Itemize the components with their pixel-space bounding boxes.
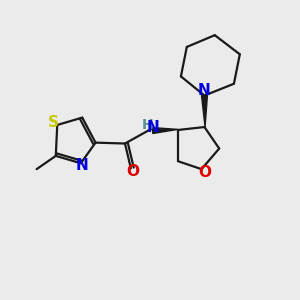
Text: N: N: [76, 158, 89, 173]
Text: N: N: [147, 120, 160, 135]
Text: O: O: [198, 165, 211, 180]
Text: S: S: [48, 116, 59, 130]
Polygon shape: [202, 95, 207, 127]
Text: H: H: [142, 118, 153, 132]
Text: N: N: [198, 83, 211, 98]
Polygon shape: [153, 128, 178, 134]
Text: O: O: [126, 164, 139, 179]
